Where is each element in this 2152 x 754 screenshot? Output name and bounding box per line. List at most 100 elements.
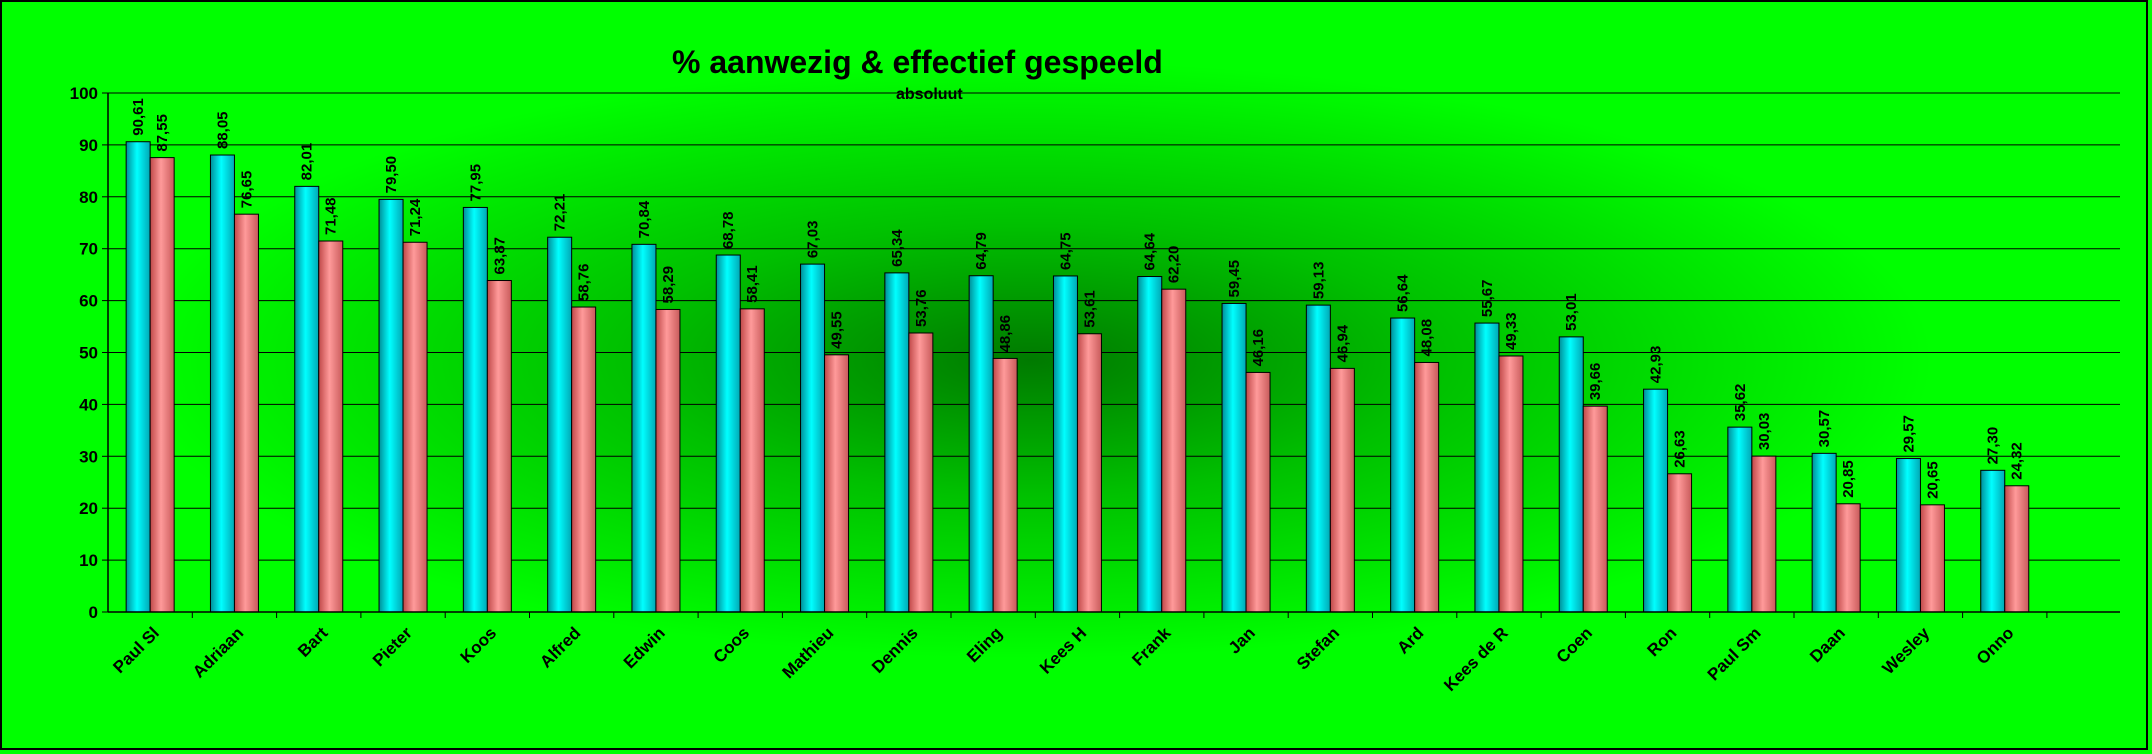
bar-bart-s1: [294, 185, 320, 613]
x-tick-label: Stefan: [1293, 623, 1343, 673]
bar-adriaan-s1: [209, 154, 235, 613]
bar-jan-s2: [1245, 371, 1271, 613]
data-label: 29,57: [1900, 415, 1917, 453]
x-tick-label: Bart: [294, 623, 332, 661]
x-tick-label: Eling: [963, 623, 1006, 666]
data-label: 71,24: [407, 198, 424, 236]
data-label: 46,16: [1250, 329, 1267, 367]
chart-subtitle: absoluut: [896, 86, 963, 103]
data-label: 49,33: [1503, 312, 1520, 350]
x-tick-label: Edwin: [620, 623, 669, 672]
data-label: 48,86: [997, 315, 1014, 353]
data-label: 90,61: [130, 98, 147, 136]
x-tick-label: Kees H: [1036, 623, 1090, 677]
data-label: 48,08: [1419, 319, 1436, 357]
x-tick-label: Coos: [710, 623, 753, 666]
data-label: 64,64: [1142, 232, 1159, 270]
data-label: 58,29: [660, 266, 677, 304]
bar-wesley-s1: [1895, 458, 1921, 613]
bar-coos-s2: [739, 308, 765, 613]
data-label: 72,21: [552, 194, 569, 232]
data-label: 53,61: [1081, 290, 1098, 328]
data-label: 24,32: [2009, 442, 2026, 480]
bar-koos-s1: [462, 206, 488, 613]
bar-paul-sl-s1: [125, 141, 151, 613]
y-axis: 0 10 20 30 40 50 60 70 80 90 100: [70, 84, 109, 622]
bar-paul-sl-s2: [149, 157, 175, 613]
x-tick-label: Paul Sm: [1704, 623, 1765, 684]
data-label: 82,01: [299, 143, 316, 181]
bar-eling-s2: [992, 357, 1018, 613]
bar-mathieu-s2: [824, 354, 850, 613]
bar-coos-s1: [715, 254, 741, 613]
data-label: 76,65: [238, 171, 255, 209]
y-tick-label: 80: [79, 188, 98, 207]
y-tick-label: 60: [79, 292, 98, 311]
x-tick-label: Jan: [1225, 623, 1259, 657]
data-label: 64,79: [973, 232, 990, 270]
y-tick-label: 0: [89, 603, 98, 622]
chart-title: % aanwezig & effectief gespeeld: [672, 44, 1163, 80]
data-label: 79,50: [383, 156, 400, 194]
data-label: 70,84: [636, 200, 653, 238]
bar-ard-s1: [1390, 317, 1416, 613]
data-label: 20,85: [1840, 460, 1857, 498]
data-label: 20,65: [1924, 461, 1941, 499]
y-tick-label: 90: [79, 136, 98, 155]
data-label: 77,95: [467, 164, 484, 202]
y-tick-label: 100: [70, 84, 98, 103]
bar-onno-s2: [2004, 485, 2030, 613]
data-label: 53,76: [913, 289, 930, 327]
bar-kees-h-s1: [1052, 275, 1078, 613]
x-tick-label: Koos: [457, 623, 500, 666]
bar-pieter-s1: [378, 198, 404, 613]
data-label: 42,93: [1648, 346, 1665, 384]
bar-coen-s1: [1558, 336, 1584, 613]
bar-paul-sm-s2: [1751, 455, 1777, 613]
data-label: 53,01: [1563, 293, 1580, 331]
bar-stefan-s2: [1329, 367, 1355, 613]
bar-koos-s2: [486, 280, 512, 613]
bar-eling-s1: [968, 275, 994, 613]
x-tick-label: Kees de R: [1440, 623, 1512, 695]
bar-stefan-s1: [1305, 304, 1331, 613]
bar-frank-s1: [1137, 276, 1163, 613]
data-label: 62,20: [1166, 246, 1183, 284]
bar-dennis-s2: [908, 332, 934, 613]
x-tick-label: Ron: [1644, 623, 1681, 660]
data-label: 56,64: [1395, 274, 1412, 312]
data-label: 59,45: [1226, 260, 1243, 298]
bar-adriaan-s2: [233, 213, 259, 613]
data-label: 63,87: [491, 237, 508, 275]
bar-ron-s1: [1643, 388, 1669, 613]
bar-paul-sm-s1: [1727, 426, 1753, 613]
x-axis: Paul Sl Adriaan Bart Pieter Koos Alfred Edwin C…: [108, 611, 2120, 695]
x-tick-label: Paul Sl: [109, 623, 163, 677]
x-tick-label: Dennis: [868, 623, 922, 677]
bar-kees-de-r-s2: [1498, 355, 1524, 613]
y-tick-label: 10: [79, 551, 98, 570]
x-tick-label: Wesley: [1879, 623, 1934, 678]
x-tick-label: Pieter: [369, 623, 416, 670]
bar-alfred-s2: [571, 306, 597, 613]
y-tick-label: 30: [79, 447, 98, 466]
data-label: 59,13: [1310, 262, 1327, 300]
bar-edwin-s2: [655, 308, 681, 613]
y-tick-label: 20: [79, 499, 98, 518]
x-tick-label: Frank: [1128, 623, 1175, 670]
bar-wesley-s2: [1919, 504, 1945, 613]
data-label: 30,03: [1756, 413, 1773, 451]
data-label: 26,63: [1672, 430, 1689, 468]
bar-kees-de-r-s1: [1474, 322, 1500, 613]
y-tick-label: 50: [79, 344, 98, 363]
data-label: 65,34: [889, 229, 906, 267]
bar-daan-s1: [1811, 452, 1837, 613]
bar-kees-h-s2: [1076, 333, 1102, 613]
data-label: 39,66: [1587, 363, 1604, 401]
bar-daan-s2: [1835, 503, 1861, 613]
data-label: 67,03: [805, 221, 822, 259]
data-label: 64,75: [1057, 232, 1074, 270]
bar-bart-s2: [318, 240, 344, 613]
y-tick-label: 40: [79, 395, 98, 414]
bars: 90,61 87,55 88,05 76,65 82,01 71,48 79,50 71,24…: [125, 98, 2030, 613]
